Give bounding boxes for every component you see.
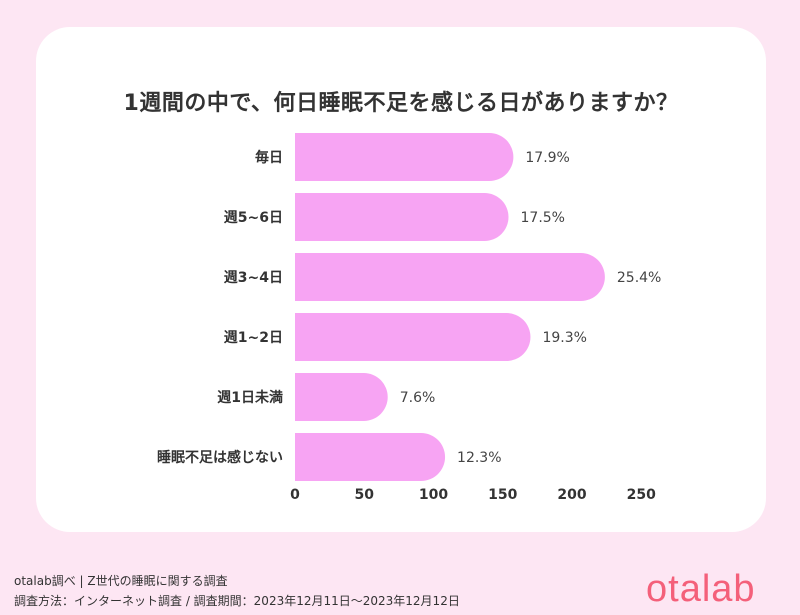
- footer-method: 調査方法：インターネット調査 / 調査期間：2023年12月11日〜2023年1…: [14, 594, 460, 608]
- x-tick-label: 0: [290, 487, 300, 503]
- category-label: 睡眠不足は感じない: [157, 449, 283, 466]
- category-label: 毎日: [255, 149, 283, 166]
- value-label: 19.3%: [542, 330, 586, 346]
- x-tick-label: 250: [627, 487, 656, 503]
- x-tick-label: 100: [419, 487, 448, 503]
- x-axis-ticks: 0 50 100 150 200 250: [290, 487, 656, 503]
- bar-1: [295, 193, 509, 241]
- category-label: 週1~2日: [224, 330, 283, 346]
- value-labels: 17.9% 17.5% 25.4% 19.3% 7.6% 12.3%: [400, 150, 662, 466]
- value-label: 7.6%: [400, 390, 436, 406]
- value-label: 25.4%: [617, 270, 661, 286]
- x-tick-label: 50: [355, 487, 375, 503]
- category-label: 週5~6日: [224, 210, 283, 226]
- value-label: 17.9%: [525, 150, 569, 166]
- otalab-logo: otalab: [646, 568, 756, 610]
- bar-2: [295, 253, 605, 301]
- x-tick-label: 200: [557, 487, 586, 503]
- value-label: 17.5%: [521, 210, 565, 226]
- bar-5: [295, 433, 446, 481]
- category-label: 週1日未満: [217, 389, 283, 406]
- bar-3: [295, 313, 531, 361]
- chart-title: 1週間の中で、何日睡眠不足を感じる日がありますか？: [123, 91, 679, 116]
- bar-0: [295, 133, 514, 181]
- category-label: 週3~4日: [224, 270, 283, 286]
- value-label: 12.3%: [457, 450, 501, 466]
- bars-group: [295, 133, 605, 481]
- x-tick-label: 150: [488, 487, 517, 503]
- footer-source: otalab調べ | Z世代の睡眠に関する調査: [14, 574, 228, 588]
- bar-4: [295, 373, 388, 421]
